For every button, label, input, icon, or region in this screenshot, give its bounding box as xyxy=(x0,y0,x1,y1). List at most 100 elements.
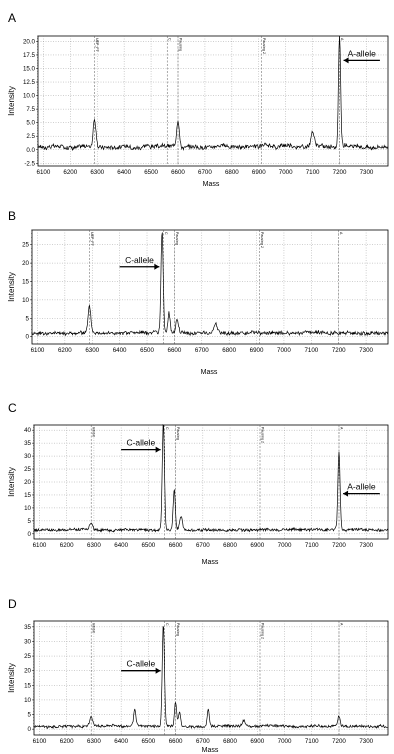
allele-label: C-allele xyxy=(126,438,155,448)
spectrum-trace xyxy=(33,424,389,533)
y-tick-label: 5.0 xyxy=(26,120,35,127)
x-tick-label: 6700 xyxy=(196,542,210,549)
allele-label: C-allele xyxy=(125,255,154,265)
y-axis-title: Intensity xyxy=(7,663,16,693)
x-tick-label: 6500 xyxy=(141,738,155,745)
y-tick-label: 25 xyxy=(22,242,29,249)
y-tick-label: 2.5 xyxy=(26,133,35,140)
y-tick-label: 15 xyxy=(24,682,31,689)
y-tick-label: 15 xyxy=(24,492,31,499)
x-tick-label: 6700 xyxy=(195,347,209,354)
chart-panel-b: B 6100 6200 6300 6400 6500 6600 6700 6800 6900 700… xyxy=(7,209,389,376)
marker-label: C xyxy=(168,38,172,41)
y-tick-label: -2.5 xyxy=(24,160,35,167)
marker-label: Inhibit xyxy=(92,427,96,437)
x-axis-title: Mass xyxy=(203,181,220,188)
x-tick-label: 7300 xyxy=(359,738,373,745)
x-tick-label: 6100 xyxy=(31,347,45,354)
x-tick-label: 7300 xyxy=(359,542,373,549)
x-tick-label: 6300 xyxy=(85,347,99,354)
x-tick-label: 7000 xyxy=(277,347,291,354)
y-tick-label: 30 xyxy=(24,638,31,645)
y-tick-label: 0.0 xyxy=(26,147,35,154)
y-tick-label: 25 xyxy=(24,653,31,660)
y-tick-label: 5 xyxy=(28,518,32,525)
marker-label: Pausing xyxy=(176,623,180,636)
y-tick-label: 0 xyxy=(26,334,30,341)
x-tick-label: 6500 xyxy=(141,542,155,549)
x-tick-label: 7000 xyxy=(278,738,292,745)
spectrum-trace xyxy=(31,232,389,337)
chart-panel-d: D 6100 6200 6300 6400 6500 6600 6700 6800 6900 700… xyxy=(7,597,389,754)
x-tick-label: 6200 xyxy=(60,738,74,745)
x-tick-label: 6600 xyxy=(171,169,185,176)
allele-label: C-allele xyxy=(126,659,155,669)
y-tick-label: 15 xyxy=(22,278,29,285)
panel-label: A xyxy=(8,11,16,25)
x-tick-label: 6800 xyxy=(225,169,239,176)
allele-label: A-allele xyxy=(348,48,377,58)
x-tick-label: 6300 xyxy=(87,542,101,549)
plot-area xyxy=(33,620,389,736)
y-tick-label: 0 xyxy=(28,531,32,538)
y-tick-label: 20.0 xyxy=(23,38,36,45)
x-tick-label: 7100 xyxy=(305,542,319,549)
marker-label: A xyxy=(339,232,343,235)
marker-label: Pausing xyxy=(176,427,180,440)
x-tick-label: 6200 xyxy=(58,347,72,354)
y-tick-label: 30 xyxy=(24,453,31,460)
x-tick-label: 6900 xyxy=(250,738,264,745)
x-tick-label: 6100 xyxy=(37,169,51,176)
y-tick-label: 17.5 xyxy=(23,52,36,59)
x-tick-label: 7200 xyxy=(332,738,346,745)
x-tick-label: 6700 xyxy=(198,169,212,176)
marker-label: C xyxy=(164,232,168,235)
plot-area xyxy=(37,35,389,167)
x-tick-label: 7300 xyxy=(359,347,373,354)
x-tick-label: 7300 xyxy=(360,169,374,176)
x-tick-label: 7200 xyxy=(333,169,347,176)
marker-label: Pausing 2 xyxy=(260,232,264,248)
x-tick-label: 6400 xyxy=(114,738,128,745)
x-tick-label: 6100 xyxy=(33,738,47,745)
x-tick-label: 6300 xyxy=(87,738,101,745)
marker-label: C xyxy=(165,427,169,430)
x-tick-label: 6800 xyxy=(223,542,237,549)
marker-label: A xyxy=(339,427,343,430)
x-axis-title: Mass xyxy=(202,559,219,566)
x-tick-label: 7000 xyxy=(279,169,293,176)
marker-label: UEP_FT xyxy=(90,232,94,247)
y-tick-label: 10 xyxy=(22,297,29,304)
marker-label: Pausing 2 xyxy=(262,38,266,54)
allele-arrowhead xyxy=(343,57,349,64)
marker-label: Inhibit xyxy=(92,623,96,633)
y-tick-label: 5 xyxy=(28,712,32,719)
x-tick-label: 6600 xyxy=(169,542,183,549)
y-tick-label: 7.5 xyxy=(26,106,35,113)
y-tick-label: 12.5 xyxy=(23,79,36,86)
x-tick-label: 7200 xyxy=(332,347,346,354)
x-tick-label: 6700 xyxy=(196,738,210,745)
x-tick-label: 6200 xyxy=(60,542,74,549)
y-tick-label: 35 xyxy=(24,624,31,631)
marker-label: UEP_FT xyxy=(95,38,99,53)
chart-panel-c: C 6100 6200 6300 6400 6500 6600 6700 6800 6900 700… xyxy=(7,401,389,566)
spectrum-trace xyxy=(37,35,389,151)
marker-label: Pausing 2 xyxy=(261,427,265,443)
y-tick-label: 5 xyxy=(26,315,30,322)
panel-label: C xyxy=(8,401,17,415)
marker-label: A xyxy=(339,623,343,626)
x-axis-title: Mass xyxy=(202,747,219,754)
x-tick-label: 6400 xyxy=(117,169,131,176)
y-axis-title: Intensity xyxy=(7,467,16,497)
marker-label: Pausing xyxy=(179,38,183,51)
chart-panel-a: A 6100 6200 6300 6400 6500 6600 6700 6800 6900 700… xyxy=(7,11,389,188)
y-tick-label: 15.0 xyxy=(23,66,36,73)
x-tick-label: 6800 xyxy=(222,347,236,354)
allele-arrowhead xyxy=(343,490,349,497)
y-tick-label: 10 xyxy=(24,697,31,704)
marker-label: A xyxy=(340,38,344,41)
y-tick-label: 10 xyxy=(24,505,31,512)
x-tick-label: 6900 xyxy=(250,542,264,549)
marker-label: C xyxy=(165,623,169,626)
